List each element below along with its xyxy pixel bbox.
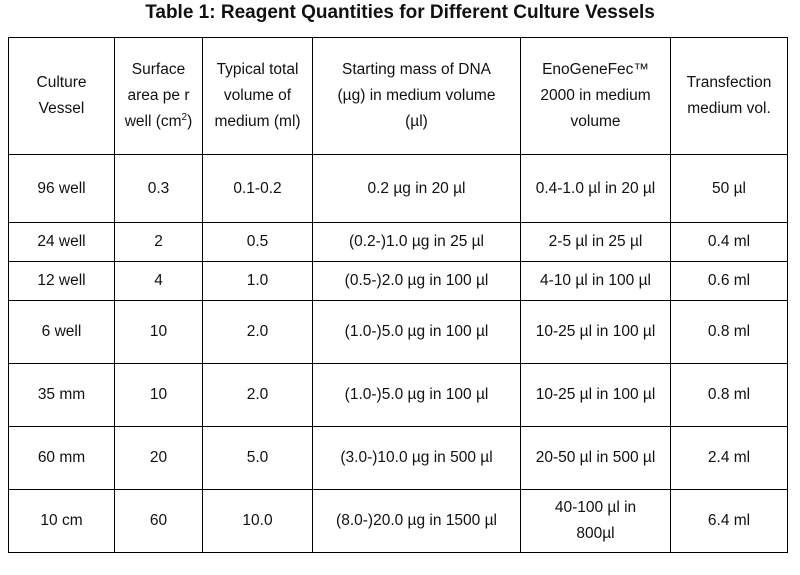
cell-area: 0.3 [114,154,203,223]
cell-volume: 2.0 [202,300,313,364]
cell-transfection: 0.4 ml [670,222,788,262]
header-transfection-volume: Transfection medium vol. [670,37,788,155]
cell-vessel: 10 cm [8,489,115,553]
cell-volume: 2.0 [202,363,313,427]
header-reagent-volume: EnoGeneFec™ 2000 in medium volume [520,37,671,155]
cell-vessel: 24 well [8,222,115,262]
cell-dna: (1.0-)5.0 µg in 100 µl [312,300,521,364]
cell-reagent: 20-50 µl in 500 µl [520,426,671,490]
cell-reagent: 4-10 µl in 100 µl [520,261,671,301]
table-row: 12 well 4 1.0 (0.5-)2.0 µg in 100 µl 4-1… [8,261,788,301]
cell-area: 4 [114,261,203,301]
cell-reagent: 10-25 µl in 100 µl [520,363,671,427]
cell-volume: 10.0 [202,489,313,553]
cell-area: 2 [114,222,203,262]
cell-reagent: 2-5 µl in 25 µl [520,222,671,262]
cell-area: 10 [114,300,203,364]
cell-transfection: 0.6 ml [670,261,788,301]
cell-vessel: 12 well [8,261,115,301]
superscript-2: 2 [181,111,188,123]
cell-area: 20 [114,426,203,490]
cell-area: 10 [114,363,203,427]
cell-dna: (3.0-)10.0 µg in 500 µl [312,426,521,490]
table-row: 96 well 0.3 0.1-0.2 0.2 µg in 20 µl 0.4-… [8,154,788,223]
cell-volume: 1.0 [202,261,313,301]
table-row: 60 mm 20 5.0 (3.0-)10.0 µg in 500 µl 20-… [8,426,788,490]
header-dna-mass: Starting mass of DNA (µg) in medium volu… [312,37,521,155]
cell-reagent: 10-25 µl in 100 µl [520,300,671,364]
cell-area: 60 [114,489,203,553]
reagent-table: Culture Vessel Surface area pe r well (c… [8,37,788,553]
cell-transfection: 0.8 ml [670,300,788,364]
cell-dna: (0.5-)2.0 µg in 100 µl [312,261,521,301]
table-row: 35 mm 10 2.0 (1.0-)5.0 µg in 100 µl 10-2… [8,363,788,427]
header-surface-area: Surface area pe r well (cm2) [114,37,203,155]
header-medium-volume: Typical total volume of medium (ml) [202,37,313,155]
cell-transfection: 6.4 ml [670,489,788,553]
cell-reagent: 0.4-1.0 µl in 20 µl [520,154,671,223]
table-title: Table 1: Reagent Quantities for Differen… [145,2,655,23]
header-culture-vessel: Culture Vessel [8,37,115,155]
cell-transfection: 0.8 ml [670,363,788,427]
cell-transfection: 2.4 ml [670,426,788,490]
cell-volume: 0.5 [202,222,313,262]
cell-vessel: 6 well [8,300,115,364]
table-row: 24 well 2 0.5 (0.2-)1.0 µg in 25 µl 2-5 … [8,222,788,262]
cell-volume: 0.1-0.2 [202,154,313,223]
cell-reagent: 40-100 µl in 800µl [520,489,671,553]
cell-vessel: 35 mm [8,363,115,427]
table-row: 6 well 10 2.0 (1.0-)5.0 µg in 100 µl 10-… [8,300,788,364]
cell-dna: (8.0-)20.0 µg in 1500 µl [312,489,521,553]
cell-vessel: 96 well [8,154,115,223]
cell-vessel: 60 mm [8,426,115,490]
cell-volume: 5.0 [202,426,313,490]
cell-dna: (0.2-)1.0 µg in 25 µl [312,222,521,262]
cell-dna: 0.2 µg in 20 µl [312,154,521,223]
table-row: 10 cm 60 10.0 (8.0-)20.0 µg in 1500 µl 4… [8,489,788,553]
cell-transfection: 50 µl [670,154,788,223]
cell-dna: (1.0-)5.0 µg in 100 µl [312,363,521,427]
header-row: Culture Vessel Surface area pe r well (c… [8,37,788,155]
